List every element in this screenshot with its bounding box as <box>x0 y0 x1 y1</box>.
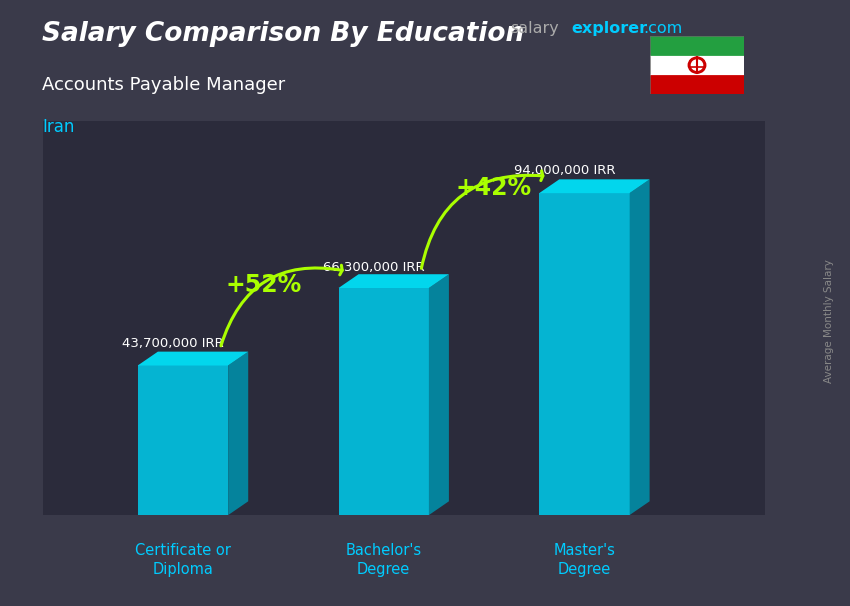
Text: Salary Comparison By Education: Salary Comparison By Education <box>42 21 524 47</box>
Text: 94,000,000 IRR: 94,000,000 IRR <box>513 164 615 178</box>
Text: 66,300,000 IRR: 66,300,000 IRR <box>323 261 424 275</box>
Bar <box>650 75 744 94</box>
Text: 43,700,000 IRR: 43,700,000 IRR <box>122 337 224 350</box>
Text: +52%: +52% <box>225 273 302 297</box>
Polygon shape <box>228 351 248 515</box>
Polygon shape <box>539 179 649 193</box>
Polygon shape <box>539 193 630 515</box>
Text: Bachelor's
Degree: Bachelor's Degree <box>346 543 422 578</box>
Text: explorer: explorer <box>571 21 648 36</box>
Text: Average Monthly Salary: Average Monthly Salary <box>824 259 834 383</box>
Text: +42%: +42% <box>456 176 532 199</box>
Polygon shape <box>338 288 429 515</box>
Text: Accounts Payable Manager: Accounts Payable Manager <box>42 76 286 94</box>
Bar <box>42 121 765 515</box>
Bar <box>650 56 744 75</box>
Circle shape <box>691 60 703 70</box>
Polygon shape <box>138 365 228 515</box>
Bar <box>650 36 744 56</box>
Text: Master's
Degree: Master's Degree <box>553 543 615 578</box>
Text: Iran: Iran <box>42 118 75 136</box>
Text: Certificate or
Diploma: Certificate or Diploma <box>135 543 231 578</box>
Polygon shape <box>338 275 449 288</box>
Polygon shape <box>138 351 248 365</box>
Circle shape <box>688 57 705 73</box>
Text: salary: salary <box>510 21 558 36</box>
Polygon shape <box>429 275 449 515</box>
Polygon shape <box>630 179 649 515</box>
Text: .com: .com <box>643 21 683 36</box>
